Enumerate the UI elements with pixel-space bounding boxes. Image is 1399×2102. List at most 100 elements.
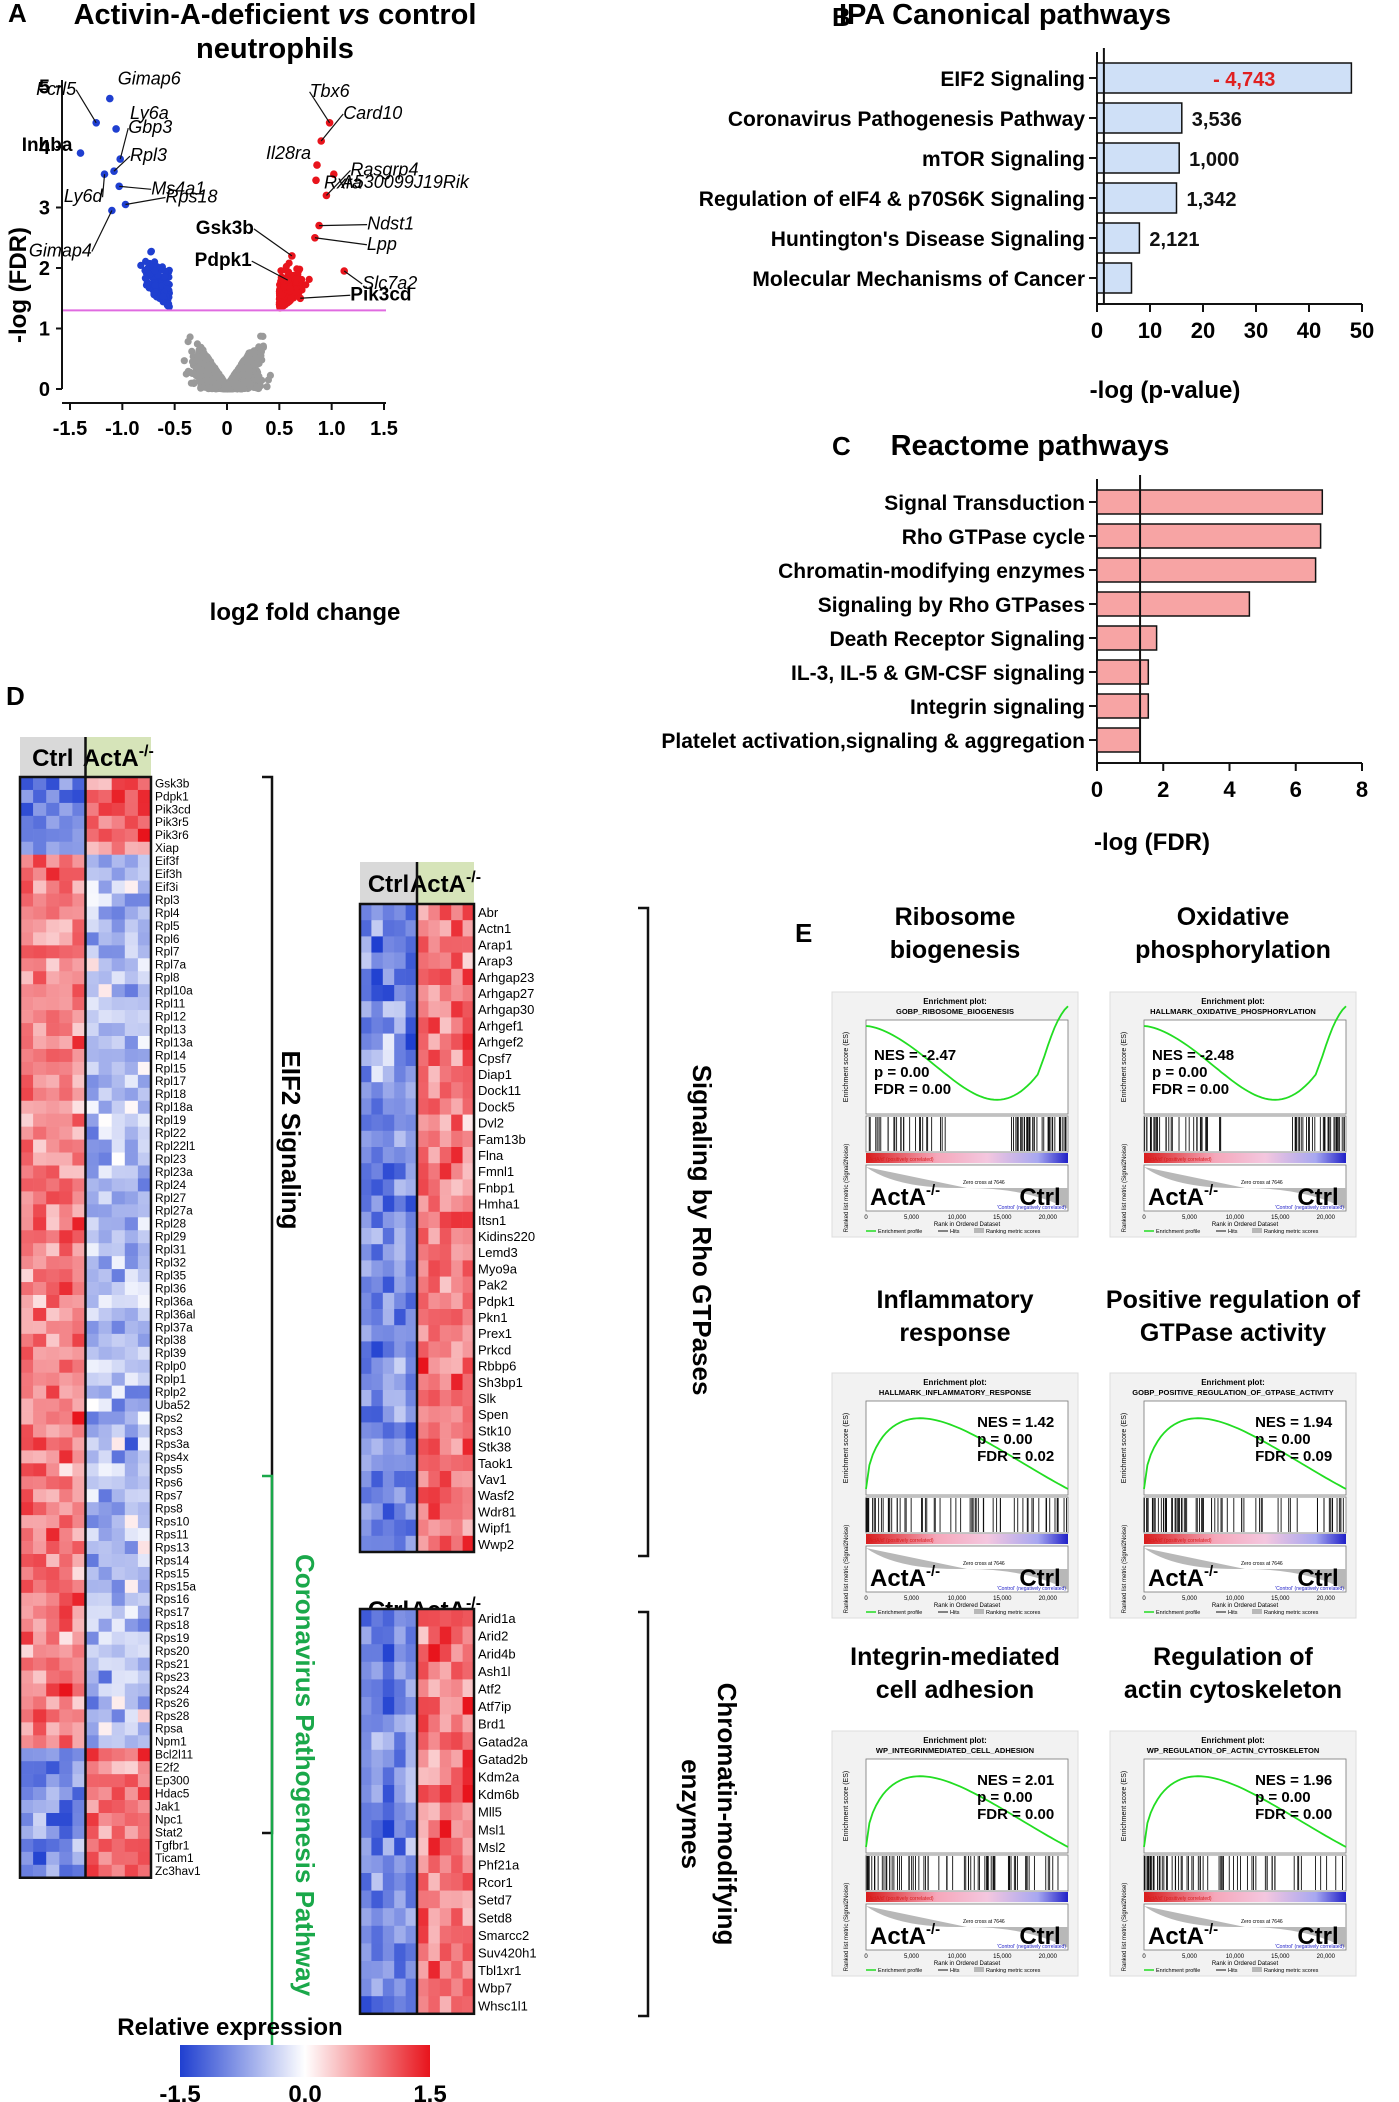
heatmap-gene-label: Rps2 bbox=[155, 1411, 183, 1425]
heatmap-cell bbox=[85, 1010, 99, 1024]
heatmap-cell bbox=[72, 828, 86, 843]
heatmap-gene-label: Rps7 bbox=[155, 1489, 183, 1503]
heatmap-cell bbox=[417, 1276, 429, 1294]
heatmap-cell bbox=[98, 1204, 112, 1218]
heatmap-cell bbox=[46, 1126, 60, 1140]
ipa-x-label: -log (p-value) bbox=[1090, 377, 1241, 404]
gsea-rank-tick: 10,000 bbox=[948, 1596, 967, 1602]
heatmap-cell bbox=[417, 1749, 429, 1768]
heatmap-cell bbox=[59, 1541, 73, 1555]
heatmap-cell bbox=[394, 1732, 406, 1751]
heatmap-cell bbox=[405, 1837, 418, 1856]
heatmap-gene-label: Hmha1 bbox=[478, 1197, 520, 1212]
heatmap-cell bbox=[59, 1333, 73, 1348]
heatmap-cell bbox=[72, 1735, 86, 1749]
heatmap-cell bbox=[394, 968, 406, 986]
heatmap-cell bbox=[417, 1098, 429, 1115]
heatmap-cell bbox=[20, 1748, 34, 1762]
heatmap-cell bbox=[137, 1463, 152, 1477]
heatmap-cell bbox=[124, 1191, 139, 1205]
heatmap-cell bbox=[462, 1609, 475, 1627]
heatmap-cell bbox=[85, 867, 99, 881]
heatmap-gene-label: Rplp0 bbox=[155, 1359, 186, 1373]
heatmap-cell bbox=[439, 1454, 452, 1472]
heatmap-cell bbox=[46, 1748, 60, 1762]
panel-b-ipa: B IPA Canonical pathways 0 10 20 30 40 50EIF2… bbox=[699, 0, 1374, 404]
gsea-rank-tick: 10,000 bbox=[948, 1215, 967, 1221]
heatmap-cell bbox=[394, 1503, 406, 1520]
volcano-label-leader bbox=[119, 185, 152, 190]
heatmap-gene-label: Rpl23 bbox=[155, 1152, 186, 1166]
gsea-enrichment-curve bbox=[865, 1417, 1069, 1490]
heatmap-gene-label: Rpl36a bbox=[155, 1294, 193, 1308]
gsea-enrichment-curve bbox=[865, 1005, 1069, 1101]
heatmap-cell bbox=[137, 1087, 152, 1102]
heatmap-cell bbox=[20, 777, 34, 791]
heatmap-cell bbox=[124, 1450, 139, 1464]
heatmap-cell bbox=[46, 1359, 60, 1373]
heatmap-cell bbox=[137, 1825, 152, 1840]
heatmap-cell bbox=[59, 1683, 73, 1697]
heatmap-cell bbox=[46, 1230, 60, 1244]
heatmap-cell bbox=[124, 1554, 139, 1568]
heatmap-cell bbox=[428, 1503, 441, 1520]
heatmap-cell bbox=[124, 1735, 139, 1749]
heatmap-cell bbox=[33, 1061, 47, 1076]
heatmap-cell bbox=[439, 1357, 452, 1375]
heatmap-cell bbox=[462, 1341, 475, 1358]
heatmap-gene-label: Mll5 bbox=[478, 1805, 502, 1820]
heatmap-cell bbox=[124, 1683, 139, 1697]
heatmap-cell bbox=[371, 1163, 384, 1180]
heatmap-cell bbox=[439, 1001, 452, 1018]
heatmap-cell bbox=[405, 1519, 418, 1537]
heatmap-cell bbox=[360, 1049, 372, 1067]
heatmap-cell bbox=[417, 1309, 429, 1326]
heatmap-cell bbox=[439, 1626, 452, 1645]
heatmap-cell bbox=[360, 1066, 372, 1083]
heatmap-cell bbox=[360, 1661, 372, 1680]
heatmap-cell bbox=[360, 1503, 372, 1520]
heatmap-cell bbox=[428, 1195, 441, 1213]
heatmap-cell bbox=[137, 1696, 152, 1710]
heatmap-cell bbox=[124, 932, 139, 946]
heatmap-cell bbox=[20, 1605, 34, 1620]
heatmap-header-ctrl-bg bbox=[20, 737, 86, 777]
heatmap-cell bbox=[428, 1487, 441, 1504]
volcano-point-ns bbox=[195, 365, 203, 373]
heatmap-cell bbox=[462, 968, 475, 986]
heatmap-cell bbox=[428, 1066, 441, 1083]
heatmap-cell bbox=[20, 906, 34, 920]
heatmap-cell bbox=[371, 1066, 384, 1083]
heatmap-cell bbox=[462, 936, 475, 953]
heatmap-cell bbox=[72, 1295, 86, 1309]
gsea-pos-corr: 'ActA/d' (positively correlated) bbox=[1146, 1538, 1212, 1544]
volcano-point-ns bbox=[250, 347, 258, 355]
heatmap-cell bbox=[428, 1454, 441, 1472]
heatmap-cell bbox=[59, 1217, 73, 1231]
gsea-right-group: Ctrl bbox=[1019, 1565, 1060, 1592]
heatmap-cell bbox=[137, 1450, 152, 1464]
heatmap-cell bbox=[428, 1644, 441, 1663]
heatmap-cell bbox=[462, 1908, 475, 1927]
heatmap-gene-label: Atf7ip bbox=[478, 1699, 511, 1714]
heatmap-cell bbox=[33, 1359, 47, 1373]
heatmap-header-acta-bg bbox=[85, 737, 151, 777]
heatmap-cell bbox=[72, 1696, 86, 1710]
volcano-point-up bbox=[277, 267, 285, 275]
volcano-label-leader bbox=[320, 113, 344, 142]
heatmap-cell bbox=[451, 1211, 463, 1229]
heatmap-cell bbox=[111, 1010, 126, 1024]
heatmap-cell bbox=[405, 1820, 418, 1839]
bar-category-label: Platelet activation,signaling & aggregat… bbox=[661, 730, 1085, 753]
heatmap-cell bbox=[72, 1657, 86, 1671]
bar-category-label: IL-3, IL-5 & GM-CSF signaling bbox=[791, 662, 1085, 685]
heatmap-cell bbox=[394, 1626, 406, 1645]
heatmap-cell bbox=[462, 1228, 475, 1245]
heatmap-cell bbox=[382, 1890, 395, 1909]
heatmap-cell bbox=[46, 880, 60, 894]
heatmap-cell bbox=[124, 1243, 139, 1257]
heatmap-cell bbox=[33, 1709, 47, 1723]
heatmap-cell bbox=[360, 1438, 372, 1456]
gsea-left-group: ActA-/- bbox=[1148, 1563, 1218, 1592]
heatmap-cell bbox=[72, 1722, 86, 1736]
